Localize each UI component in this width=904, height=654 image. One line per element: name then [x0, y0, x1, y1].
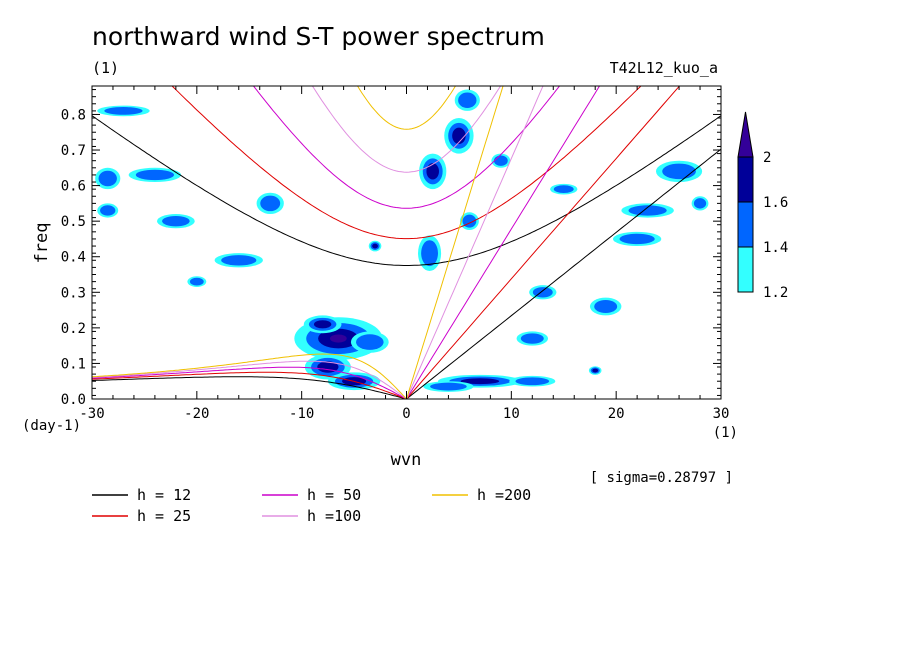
legend-label-h12: h = 12	[137, 486, 191, 504]
y-tick-label: 0.8	[61, 107, 86, 123]
y-tick-label: 0.2	[61, 321, 86, 337]
power-blob-7-level-1	[515, 377, 550, 386]
power-blob-20-level-1	[628, 205, 667, 216]
y-tick-label: 0.3	[61, 285, 86, 301]
x-axis-label: wvn	[391, 450, 422, 470]
power-blob-24-level-1	[594, 300, 618, 314]
power-blob-3-level-2	[313, 320, 332, 329]
power-blob-19-level-1	[260, 195, 281, 212]
power-blob-17-level-1	[98, 170, 117, 187]
kelvin-curve-h200	[406, 86, 504, 399]
power-blob-14-level-1	[221, 255, 257, 266]
x-tick-label: -20	[184, 406, 209, 422]
rossby-curve-h200	[92, 353, 407, 399]
curve-legend: h = 12 h = 25 h = 50 h =100 h =200	[92, 486, 531, 525]
rossby-curve-h12	[92, 376, 407, 399]
kelvin-curve-h25	[406, 86, 681, 399]
power-contours	[95, 89, 709, 392]
x-tick-label: -30	[79, 406, 104, 422]
chart-subtitle-right: T42L12_kuo_a	[610, 59, 718, 77]
gravity-curve-h50	[252, 86, 561, 209]
y-tick-label: 0.7	[61, 143, 86, 159]
power-blob-31-level-1	[189, 277, 204, 286]
axis-ticks: -30 -20 -10 0 10 20 30 0.0 0.1 0.2 0.3 0.4 0.5 0.6 0.7…	[61, 86, 730, 422]
kelvin-curve-h12	[406, 148, 721, 399]
power-blob-10-level-2	[452, 127, 466, 144]
colorbar-segment-1	[737, 201, 754, 248]
power-blob-21-level-1	[662, 163, 696, 180]
power-blob-11-level-1	[458, 92, 477, 109]
sigma-label: [ sigma=0.28797 ]	[590, 470, 733, 486]
power-blob-9-level-2	[426, 163, 439, 180]
power-blob-30-level-1	[520, 333, 544, 344]
power-blob-16-level-1	[162, 215, 190, 227]
colorbar-label: 1.4	[763, 240, 788, 256]
x-tick-label: 0	[402, 406, 410, 422]
power-blob-6-level-1	[430, 382, 467, 391]
colorbar-label: 1.2	[763, 285, 788, 301]
chart-subtitle-left: (1)	[92, 59, 119, 77]
power-blob-8-level-1	[421, 240, 438, 267]
kelvin-curve-h50	[406, 86, 601, 399]
power-blob-1-level-2	[317, 361, 339, 373]
kelvin-curve-h100	[406, 86, 544, 399]
colorbar-segment-2	[737, 156, 754, 203]
y-tick-label: 0.4	[61, 250, 86, 266]
y-tick-label: 0.5	[61, 214, 86, 230]
power-blob-28-level-1	[104, 107, 143, 115]
colorbar-label: 2	[763, 150, 771, 166]
legend-label-h25: h = 25	[137, 507, 191, 525]
rossby-curve-h100	[92, 360, 407, 399]
power-blob-15-level-1	[135, 169, 175, 181]
power-blob-0-level-3	[329, 334, 347, 343]
x-tick-label: 10	[503, 406, 520, 422]
x-tick-label: 20	[608, 406, 625, 422]
gravity-curve-h100	[311, 86, 502, 173]
y-tick-label: 0.1	[61, 356, 86, 372]
gravity-curve-h200	[356, 86, 457, 130]
gravity-curve-h12	[92, 115, 721, 266]
rossby-curve-h50	[92, 366, 407, 399]
y-tick-label: 0.0	[61, 392, 86, 408]
colorbar-segment-0	[737, 246, 754, 293]
power-blob-4-level-1	[356, 334, 384, 350]
x-axis-unit: (1)	[713, 425, 738, 441]
colorbar-label: 1.6	[763, 195, 788, 211]
rossby-curve-h25	[92, 371, 407, 399]
y-axis-unit: (day-1)	[22, 418, 81, 434]
power-blob-18-level-1	[100, 205, 116, 216]
power-blob-26-level-1	[693, 198, 707, 209]
chart-title: northward wind S-T power spectrum	[92, 22, 545, 51]
y-axis-label: freq	[32, 223, 52, 264]
power-blob-5-level-2	[460, 378, 500, 385]
x-tick-label: -10	[289, 406, 314, 422]
dispersion-curves	[92, 86, 721, 399]
x-tick-label: 30	[713, 406, 730, 422]
power-blob-27-level-1	[493, 155, 508, 166]
power-blob-13-level-2	[372, 243, 378, 249]
legend-label-h200: h =200	[477, 486, 531, 504]
power-blob-25-level-2	[592, 368, 599, 373]
power-blob-22-level-1	[619, 233, 655, 245]
y-tick-label: 0.6	[61, 179, 86, 195]
colorbar: 1.2 1.4 1.6 2	[737, 111, 788, 301]
gravity-curve-h25	[171, 86, 642, 240]
legend-label-h100: h =100	[307, 507, 361, 525]
power-blob-23-level-1	[553, 185, 574, 194]
colorbar-arrow	[737, 111, 754, 158]
legend-label-h50: h = 50	[307, 486, 361, 504]
